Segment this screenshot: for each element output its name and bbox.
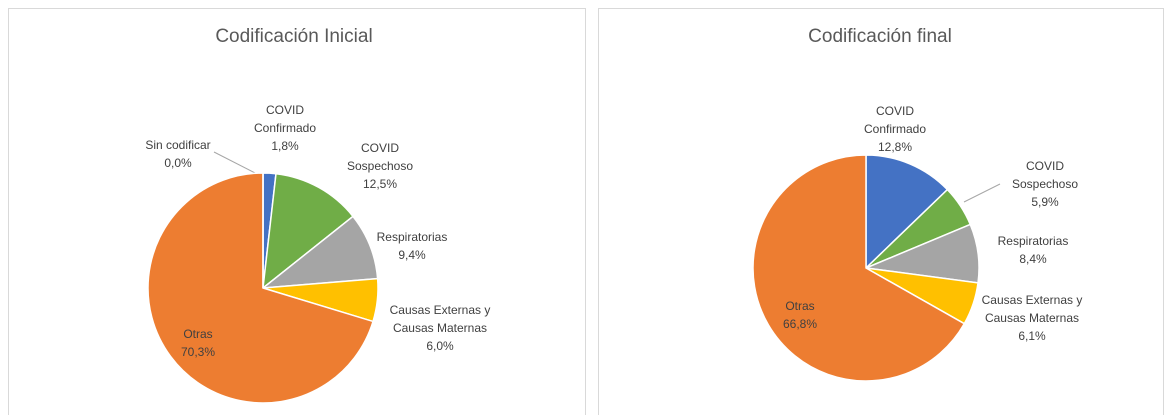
value-label: 12,5% — [362, 177, 398, 191]
value-label: 1,8% — [271, 139, 299, 153]
value-label: 5,9% — [1031, 195, 1059, 209]
category-label: COVID Confirmado — [253, 103, 317, 135]
pie-slice — [865, 154, 949, 270]
chart-title: Codificación final — [808, 26, 952, 47]
value-label: 70,3% — [180, 345, 216, 359]
category-label: Sin codificar — [145, 138, 211, 152]
data-label: Causas Externas y Causas Maternas 6,0% — [373, 301, 508, 355]
data-label: COVID Confirmado 1,8% — [245, 101, 325, 155]
category-label: Respiratorias — [376, 230, 448, 244]
data-label: Otras 66,8% — [760, 297, 840, 333]
value-label: 6,0% — [426, 339, 454, 353]
data-label: Otras 70,3% — [158, 325, 238, 361]
category-label: COVID Confirmado — [863, 104, 927, 136]
category-label: Otras — [785, 299, 815, 313]
data-label: Respiratorias 9,4% — [362, 228, 462, 264]
value-label: 9,4% — [398, 248, 426, 262]
pie-slice — [752, 154, 966, 382]
data-label: Respiratorias 8,4% — [983, 232, 1083, 268]
category-label: Causas Externas y Causas Maternas — [389, 303, 491, 335]
value-label: 8,4% — [1019, 252, 1047, 266]
data-label: COVID Confirmado 12,8% — [855, 102, 935, 156]
pie-slice — [147, 172, 374, 404]
category-label: Causas Externas y Causas Maternas — [981, 293, 1083, 325]
category-label: Otras — [183, 327, 213, 341]
data-label: COVID Sospechoso 5,9% — [1000, 157, 1090, 211]
value-label: 0,0% — [164, 156, 192, 170]
category-label: Respiratorias — [997, 234, 1069, 248]
category-label: COVID Sospechoso — [346, 141, 414, 173]
data-label: Causas Externas y Causas Maternas 6,1% — [965, 291, 1100, 345]
value-label: 66,8% — [782, 317, 818, 331]
data-label: Sin codificar 0,0% — [128, 136, 228, 172]
data-label: COVID Sospechoso 12,5% — [335, 139, 425, 193]
chart-title: Codificación Inicial — [215, 26, 372, 47]
category-label: COVID Sospechoso — [1011, 159, 1079, 191]
pie-slice — [262, 172, 355, 290]
leader-line — [963, 183, 1001, 203]
value-label: 12,8% — [877, 140, 913, 154]
leader-line — [213, 151, 262, 177]
value-label: 6,1% — [1018, 329, 1046, 343]
